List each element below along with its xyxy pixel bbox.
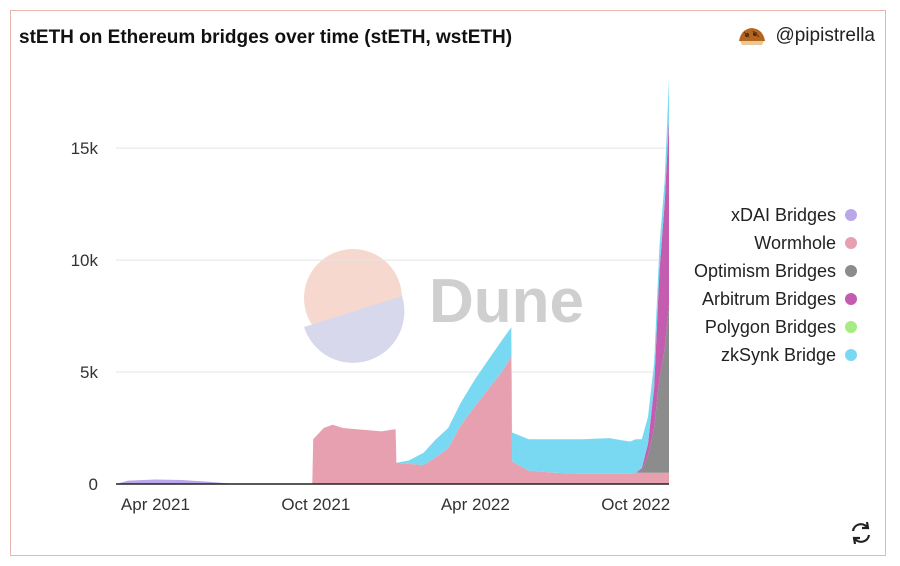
legend-swatch xyxy=(845,293,857,305)
dune-watermark: Dune xyxy=(304,249,584,363)
legend-swatch xyxy=(845,237,857,249)
legend-label: Polygon Bridges xyxy=(705,317,836,337)
legend-swatch xyxy=(845,321,857,333)
legend-swatch xyxy=(845,209,857,221)
author-badge[interactable]: @pipistrella xyxy=(737,25,875,47)
x-tick-label: Apr 2022 xyxy=(441,495,510,514)
y-tick-label: 5k xyxy=(80,363,98,382)
legend-swatch xyxy=(845,349,857,361)
stacked-area-chart: Dune 0 5k 10k 15k Apr 2021 Oct 2021 Apr 2022 Oct… xyxy=(71,78,857,514)
y-tick-label: 10k xyxy=(71,251,99,270)
legend-label: xDAI Bridges xyxy=(731,205,836,225)
legend-label: Arbitrum Bridges xyxy=(702,289,836,309)
avatar-icon xyxy=(739,28,766,45)
x-tick-label: Oct 2021 xyxy=(281,495,350,514)
watermark-text: Dune xyxy=(429,267,584,336)
y-tick-label: 0 xyxy=(89,475,98,494)
series-area-wormhole xyxy=(116,356,669,484)
chart-legend: xDAI Bridges Wormhole Optimism Bridges Arbi… xyxy=(694,205,857,365)
legend-swatch xyxy=(845,265,857,277)
refresh-icon[interactable] xyxy=(847,519,875,547)
chart-title: stETH on Ethereum bridges over time (stE… xyxy=(19,27,513,48)
y-tick-label: 15k xyxy=(71,139,99,158)
chart-card: stETH on Ethereum bridges over time (stE… xyxy=(10,10,886,556)
legend-label: Optimism Bridges xyxy=(694,261,836,281)
x-tick-label: Oct 2022 xyxy=(601,495,670,514)
author-handle: @pipistrella xyxy=(775,25,875,46)
legend-label: zkSynk Bridge xyxy=(721,345,836,365)
series-area-zksynk-bridge xyxy=(116,78,669,485)
x-tick-label: Apr 2021 xyxy=(121,495,190,514)
legend-label: Wormhole xyxy=(754,233,836,253)
watermark-circle-lower xyxy=(304,296,405,363)
